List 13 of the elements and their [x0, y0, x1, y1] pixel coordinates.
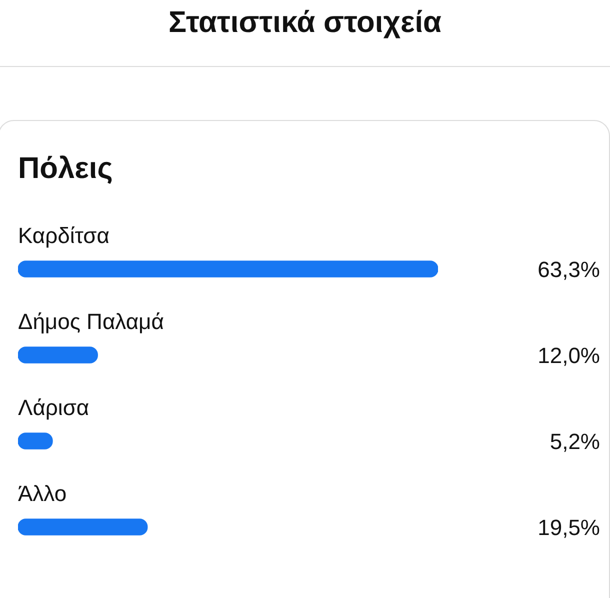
bar [18, 346, 98, 364]
chart-subtitle: Πόλεις [18, 152, 113, 186]
chart-title: Στατιστικά στοιχεία [168, 6, 442, 40]
bar [18, 518, 148, 536]
bar [18, 260, 438, 278]
y-tick-label: Λάρισα [18, 395, 90, 420]
y-tick-label: Δήμος Παλαμά [18, 309, 164, 334]
data-label: 19,5% [538, 515, 600, 540]
data-label: 5,2% [550, 429, 600, 454]
data-label: 63,3% [538, 257, 600, 282]
y-tick-label: Καρδίτσα [18, 223, 110, 248]
y-tick-label: Άλλο [18, 481, 67, 506]
data-label: 12,0% [538, 343, 600, 368]
